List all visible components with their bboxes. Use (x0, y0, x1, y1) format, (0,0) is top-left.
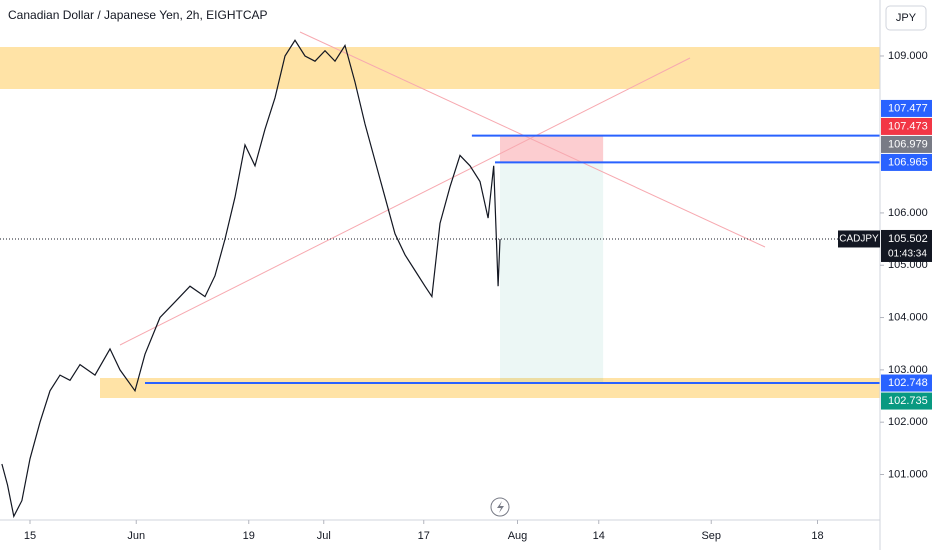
y-tick-label: 106.000 (888, 207, 928, 219)
countdown: 01:43:34 (888, 249, 927, 260)
x-tick-label: Jul (317, 530, 331, 542)
current-price-box (881, 229, 932, 262)
price-label: 102.735 (888, 395, 928, 407)
price-label: 106.979 (888, 138, 928, 150)
price-label: 106.965 (888, 156, 928, 168)
currency-button[interactable] (885, 5, 927, 31)
chart-title: Canadian Dollar / Japanese Yen, 2h, EIGH… (8, 8, 268, 22)
price-label: 107.477 (888, 102, 928, 114)
currency[interactable]: JPY (896, 12, 917, 24)
current-symbol-box (838, 230, 880, 248)
price-label-box (881, 153, 932, 171)
position-layer (500, 135, 604, 384)
y-tick-label: 105.000 (888, 259, 928, 271)
y-tick-label: 102.000 (888, 416, 928, 428)
x-tick-label: 18 (811, 530, 823, 542)
y-tick-label: 103.000 (888, 364, 928, 376)
y-tick-label: 109.000 (888, 50, 928, 62)
trend-line (119, 57, 691, 346)
axis-layer: 101.000 102.000 103.000 104.000 105.000 106.0… (24, 50, 932, 542)
current-price: 105.502 (888, 233, 928, 245)
demand-zone (100, 378, 880, 398)
price-label: 102.748 (888, 377, 928, 389)
y-tick-label: 104.000 (888, 311, 928, 323)
x-tick-label: 17 (418, 530, 430, 542)
price-label: 107.473 (888, 120, 928, 132)
price-label-box (881, 374, 932, 392)
x-tick-label: 19 (243, 530, 255, 542)
alert-icon-bolt (497, 501, 504, 513)
x-tick-label: Sep (701, 530, 721, 542)
x-tick-label: Aug (508, 530, 528, 542)
y-tick-label: 101.000 (888, 468, 928, 480)
x-tick-label: 15 (24, 530, 36, 542)
plot (0, 39, 880, 519)
target-zone (500, 161, 604, 384)
current-symbol: CADJPY (839, 234, 879, 245)
price-line (1, 39, 501, 519)
supply-zone (0, 47, 880, 89)
price-label-box (881, 135, 932, 153)
x-tick-label: 14 (593, 530, 605, 542)
trend-line (299, 31, 766, 248)
price-label-box (881, 392, 932, 410)
price-label-box (881, 117, 932, 135)
price-label-box (881, 99, 932, 117)
x-tick-label: Jun (127, 530, 145, 542)
